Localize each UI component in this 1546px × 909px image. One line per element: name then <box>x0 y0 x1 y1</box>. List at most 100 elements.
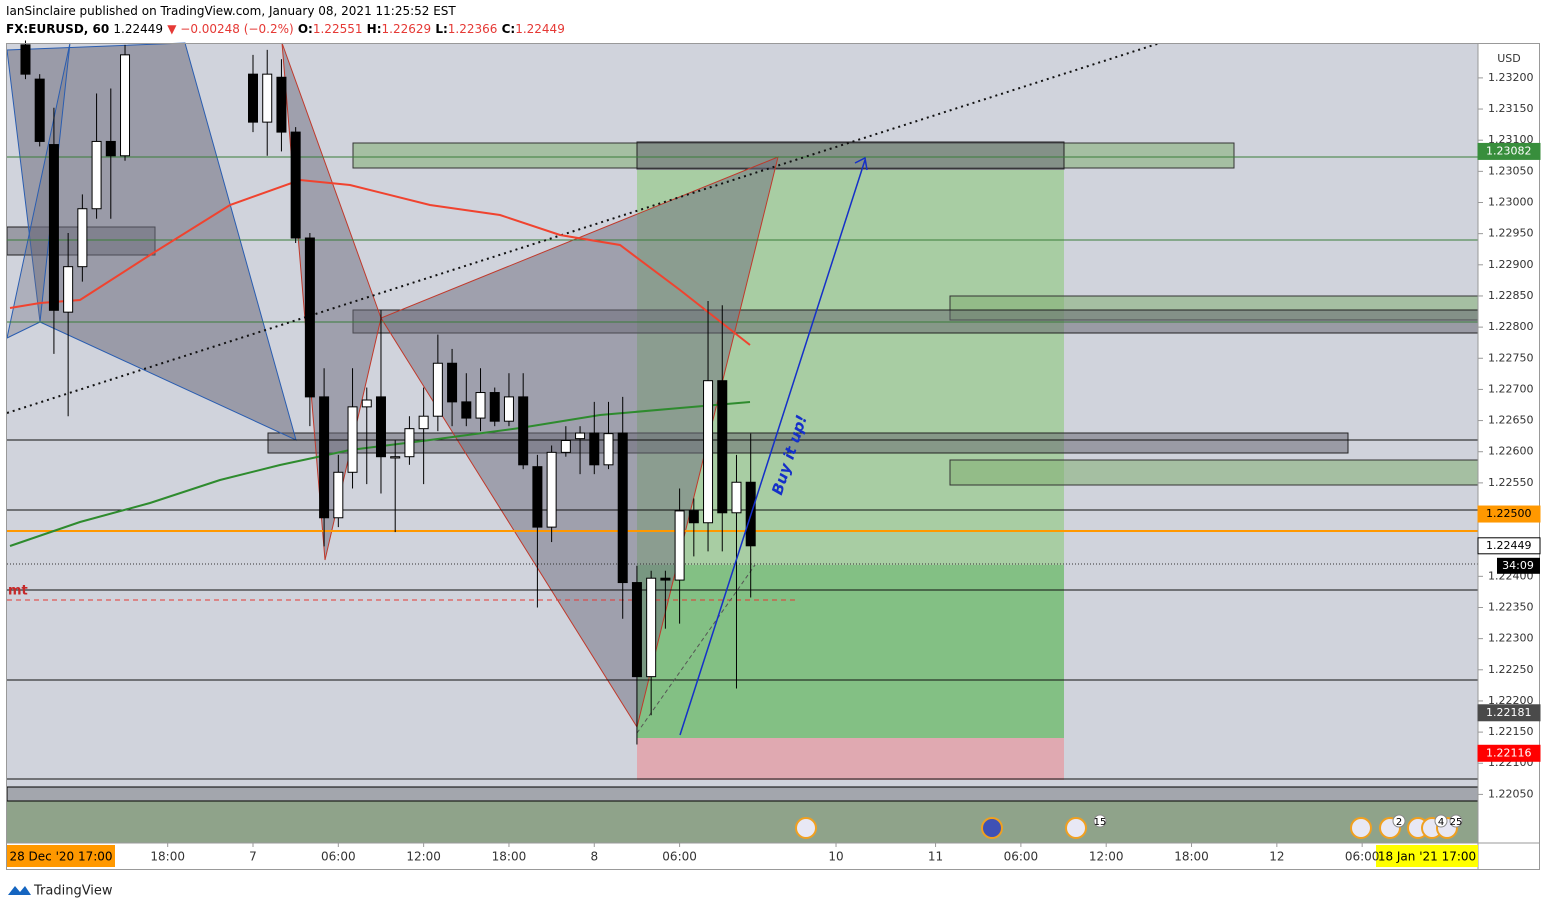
header-line: FX:EURUSD, 60 1.22449 ▼ −0.00248 (−0.2%)… <box>6 22 565 36</box>
crosshair-label-bg <box>7 845 115 867</box>
price-tag <box>1477 744 1541 762</box>
candle-body <box>319 396 330 519</box>
x-tick-label: 06:00 <box>1004 850 1039 864</box>
candle-body <box>447 362 458 403</box>
header-title: IanSinclaire published on TradingView.co… <box>6 4 456 18</box>
candle-body <box>489 392 500 422</box>
candle-body <box>361 399 372 408</box>
candle-body <box>674 510 685 581</box>
x-tick-label: 06:00 <box>1345 850 1380 864</box>
trend-line <box>6 42 1161 414</box>
price-tag <box>1477 537 1541 555</box>
price-tag-label: 1.22181 <box>1486 706 1532 719</box>
candle-body <box>617 432 628 584</box>
event-flag <box>1065 817 1087 839</box>
candle-body <box>120 54 131 157</box>
y-tick-label: 1.22900 <box>1488 258 1534 271</box>
logo <box>8 886 31 895</box>
candle-body <box>532 466 543 528</box>
candle-body <box>731 481 742 514</box>
x-tick-label: 10 <box>828 850 843 864</box>
change: ▼ −0.00248 (−0.2%) <box>167 22 294 36</box>
ohlc-key: H: <box>366 22 382 36</box>
candle-body <box>48 144 59 311</box>
event-badge: 25 <box>1450 817 1463 828</box>
candle-body <box>304 237 315 398</box>
crosshair-label: 28 Dec '20 17:00 <box>9 850 112 864</box>
symbol: FX:EURUSD, 60 <box>6 22 110 36</box>
x-tick-label: 11 <box>928 850 943 864</box>
currency: USD <box>1497 52 1521 65</box>
x-tick-label: 8 <box>590 850 598 864</box>
candle-body <box>375 396 386 458</box>
candle-body <box>589 432 600 466</box>
zone-box <box>267 432 1349 454</box>
price-tag-label: 1.23082 <box>1486 144 1532 157</box>
candle-body <box>503 396 514 422</box>
candle-body <box>404 428 415 458</box>
candle-body <box>717 380 728 514</box>
event-badge: 2 <box>1396 817 1402 828</box>
x-tick-label: 12 <box>1269 850 1284 864</box>
x-tick-label: 18:00 <box>492 850 527 864</box>
event-badge-bg <box>1434 814 1448 828</box>
crosshair-label: 18 Jan '21 17:00 <box>1378 850 1476 864</box>
x-tick-label: 12:00 <box>406 850 441 864</box>
candle-body <box>63 266 74 313</box>
y-tick-label: 1.22600 <box>1488 445 1534 458</box>
y-tick-label: 1.22150 <box>1488 725 1534 738</box>
x-tick-label: 7 <box>249 850 257 864</box>
y-tick-label: 1.23150 <box>1488 102 1534 115</box>
candle-body <box>575 432 586 440</box>
candle-body <box>290 131 301 239</box>
candle-body <box>703 380 714 524</box>
stop-zone <box>637 738 1064 780</box>
candle-body <box>546 451 557 528</box>
candle-body <box>603 433 614 466</box>
zone-box <box>636 141 1065 170</box>
candle-body <box>77 208 88 268</box>
zone-box <box>949 459 1479 486</box>
y-tick-label: 1.22200 <box>1488 694 1534 707</box>
x-tick-label: 18:00 <box>150 850 185 864</box>
ohlc-value: 1.22449 <box>515 22 565 36</box>
ohlc-value: 1.22629 <box>381 22 432 36</box>
candle-body <box>20 44 31 75</box>
event-flag <box>981 817 1003 839</box>
event-flag <box>795 817 817 839</box>
candle-body <box>418 415 429 430</box>
countdown: 34:09 <box>1502 559 1534 572</box>
frame <box>6 43 1540 870</box>
y-tick-label: 1.22750 <box>1488 351 1534 364</box>
candle-body <box>646 577 657 678</box>
y-tick-label: 1.22050 <box>1488 787 1534 800</box>
candle-body <box>432 362 443 417</box>
candle-body <box>34 78 45 142</box>
x-tick-label: 06:00 <box>321 850 356 864</box>
event-badge: 15 <box>1094 817 1107 828</box>
candle-body <box>660 577 671 581</box>
event-flag <box>1350 817 1372 839</box>
y-tick-label: 1.22300 <box>1488 632 1534 645</box>
y-tick-label: 1.22850 <box>1488 289 1534 302</box>
price-tag-label: 1.22116 <box>1486 746 1532 759</box>
candle-body <box>262 73 273 123</box>
price-tag <box>1477 704 1541 722</box>
price-tag-label: 1.22500 <box>1486 507 1532 520</box>
brand: TradingView <box>33 884 113 899</box>
ohlc-value: 1.22366 <box>447 22 498 36</box>
candle-body <box>347 406 358 473</box>
y-tick-label: 1.22950 <box>1488 227 1534 240</box>
price-tag <box>1477 142 1541 160</box>
event-badge-bg <box>1093 814 1107 828</box>
candle-body <box>248 73 258 123</box>
y-tick-label: 1.23050 <box>1488 164 1534 177</box>
y-tick-label: 1.22350 <box>1488 600 1534 613</box>
candle-body <box>105 140 116 157</box>
profit-zone <box>637 565 1064 738</box>
candle-body <box>475 392 486 419</box>
ohlc-key: C: <box>501 22 516 36</box>
candle-body <box>560 440 571 453</box>
y-tick-label: 1.22550 <box>1488 476 1534 489</box>
